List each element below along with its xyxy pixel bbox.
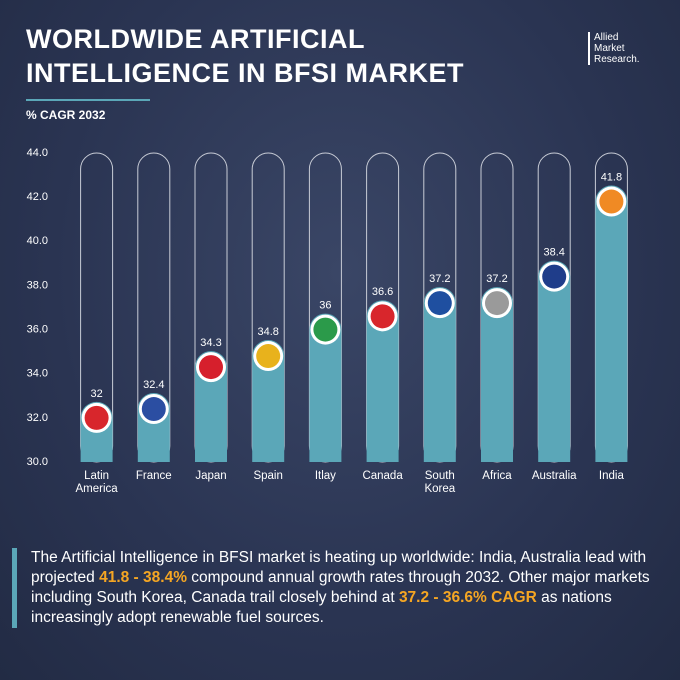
value-label: 34.8 xyxy=(257,326,278,338)
logo-line: Research. xyxy=(594,54,640,65)
bar xyxy=(423,287,456,462)
description-text: compound annual growth rates through 203… xyxy=(31,569,650,606)
y-tick-label: 44.0 xyxy=(27,147,48,159)
bar xyxy=(481,287,513,462)
value-label: 38.4 xyxy=(543,247,564,259)
flag xyxy=(141,397,166,422)
flag xyxy=(542,264,567,289)
value-label: 37.2 xyxy=(486,273,507,285)
bar xyxy=(366,300,399,462)
x-tick-label: Japan xyxy=(195,470,227,482)
x-tick-label: India xyxy=(598,470,624,482)
bar xyxy=(309,313,342,462)
bar xyxy=(538,260,571,462)
value-label: 36.6 xyxy=(372,286,393,298)
y-tick-label: 38.0 xyxy=(27,279,48,291)
logo-line: Allied xyxy=(594,32,619,43)
bar xyxy=(595,185,628,463)
x-tick-label: Canada xyxy=(362,470,403,482)
y-tick-label: 42.0 xyxy=(27,191,48,203)
highlight-text: 37.2 - 36.6% CAGR xyxy=(398,589,537,606)
title-rule xyxy=(26,99,150,101)
flag xyxy=(370,304,395,329)
value-label: 41.8 xyxy=(601,171,622,183)
x-tick-label: Latin America xyxy=(75,470,118,495)
highlight-text: 41.8 - 38.4% xyxy=(99,569,187,586)
flag xyxy=(427,291,452,316)
chart-subtitle: % CAGR 2032 xyxy=(26,108,106,122)
flag xyxy=(84,405,109,430)
value-label: 34.3 xyxy=(200,337,221,349)
flag xyxy=(599,189,624,214)
x-tick-label: Spain xyxy=(253,470,283,482)
value-label: 37.2 xyxy=(429,273,450,285)
x-tick-label: Australia xyxy=(531,470,577,482)
logo-line: Market xyxy=(594,43,625,54)
y-tick-label: 34.0 xyxy=(27,368,48,380)
description-text: The Artificial Intelligence in BFSI mark… xyxy=(31,549,647,586)
value-label: 36 xyxy=(319,299,331,311)
chart: 30.0 32.0 34.0 36.0 38.0 40.0 42.0 44.0 32 32.4 34… xyxy=(27,147,628,468)
description-text: as nations increasingly adopt renewable … xyxy=(31,589,612,626)
x-tick-label: Itlay xyxy=(314,470,336,482)
flag xyxy=(313,317,338,342)
y-tick-label: 30.0 xyxy=(27,456,48,468)
value-label: 32 xyxy=(90,388,102,400)
description: The Artificial Intelligence in BFSI mark… xyxy=(12,548,671,628)
flag xyxy=(485,291,509,316)
y-tick-label: 32.0 xyxy=(27,412,48,424)
flag xyxy=(256,344,281,369)
y-tick-label: 36.0 xyxy=(27,323,48,335)
x-tick-label: France xyxy=(135,470,172,482)
bar xyxy=(252,340,285,462)
chart-title: WORLDWIDE ARTIFICIAL INTELLIGENCE IN BFS… xyxy=(26,24,464,88)
y-tick-label: 40.0 xyxy=(27,235,48,247)
logo: Allied Market Research. xyxy=(588,32,640,65)
x-tick-label: South Korea xyxy=(424,470,456,495)
value-label: 32.4 xyxy=(143,379,164,391)
x-tick-label: Africa xyxy=(482,470,512,482)
flag xyxy=(199,355,223,380)
